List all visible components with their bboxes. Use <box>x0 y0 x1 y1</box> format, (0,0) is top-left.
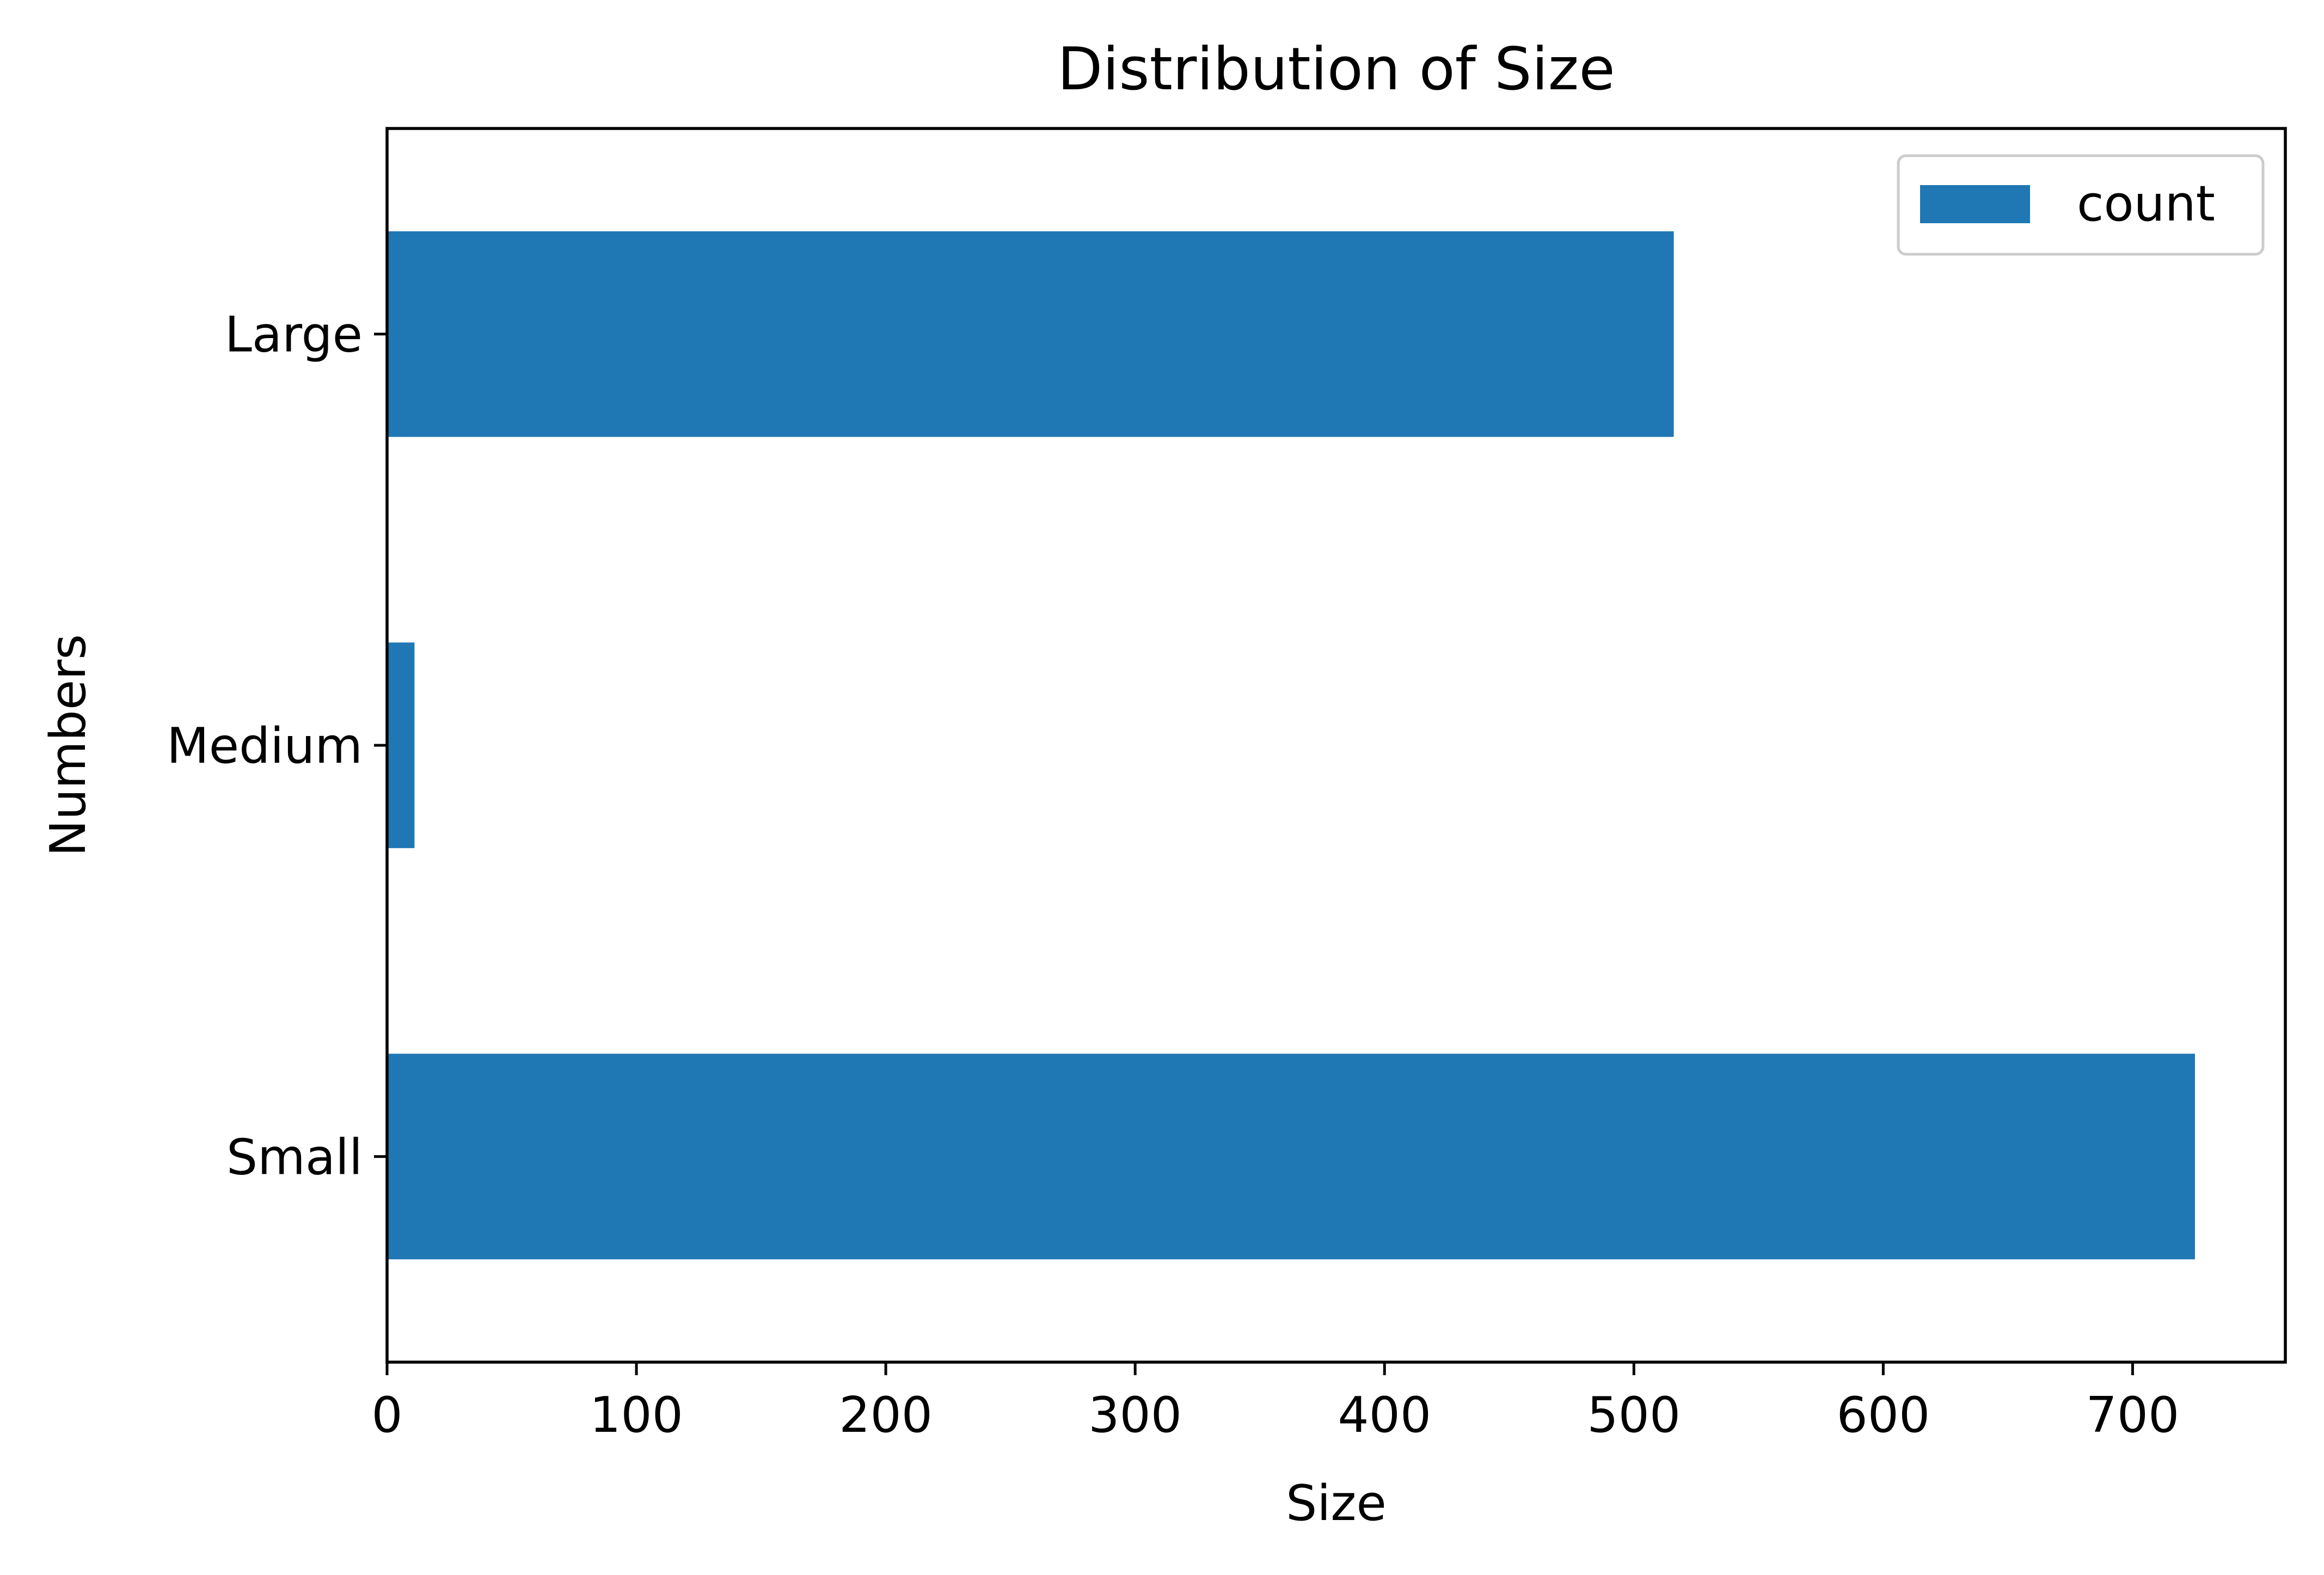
bar-medium <box>387 642 415 848</box>
bar-small <box>387 1053 2195 1260</box>
x-tick-label: 100 <box>590 1387 683 1444</box>
x-tick-label: 0 <box>371 1387 402 1444</box>
y-tick-label: Large <box>225 307 363 364</box>
bars-layer <box>387 231 2195 1260</box>
chart-title: Distribution of Size <box>1057 35 1615 103</box>
legend-swatch <box>1920 185 2030 223</box>
plot-area-frame <box>385 127 2287 1364</box>
y-axis-label: Numbers <box>40 634 97 856</box>
x-tick-label: 400 <box>1338 1387 1431 1444</box>
x-tick-label: 600 <box>1836 1387 1930 1444</box>
y-tick-label: Small <box>226 1129 363 1186</box>
y-axis-ticks: Large Medium Small <box>167 307 387 1186</box>
x-tick-label: 200 <box>839 1387 933 1444</box>
legend-box <box>1897 154 2265 256</box>
legend: count <box>1897 154 2265 256</box>
x-axis-ticks: 0 100 200 300 400 500 600 700 <box>371 1362 2179 1444</box>
x-axis-label: Size <box>1286 1475 1387 1532</box>
x-tick-label: 700 <box>2086 1387 2180 1444</box>
x-tick-label: 500 <box>1587 1387 1681 1444</box>
y-tick-label: Medium <box>167 718 363 775</box>
legend-label: count <box>2077 175 2215 232</box>
bar-large <box>387 231 1674 437</box>
x-tick-label: 300 <box>1088 1387 1182 1444</box>
